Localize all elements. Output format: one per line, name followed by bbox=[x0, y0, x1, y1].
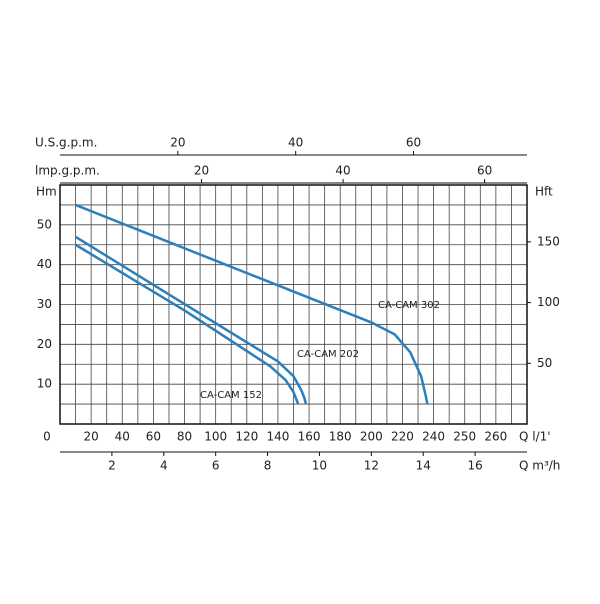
secondary-tick-label: 10 bbox=[312, 459, 327, 473]
y2-tick-label: 100 bbox=[537, 295, 560, 309]
x-tick-label: 250 bbox=[453, 430, 476, 444]
x-tick-label: 120 bbox=[235, 430, 258, 444]
x-tick-label: 180 bbox=[329, 430, 352, 444]
secondary-tick-label: 20 bbox=[194, 164, 209, 178]
secondary-tick-label: 4 bbox=[160, 459, 168, 473]
secondary-axis-label: Q m³/h bbox=[519, 459, 560, 473]
x-axis-label: Q l/1' bbox=[519, 430, 551, 444]
y-axis-label: Hm bbox=[36, 185, 57, 199]
y-tick-label: 10 bbox=[37, 377, 52, 391]
x-tick-label: 40 bbox=[115, 430, 130, 444]
secondary-tick-label: 6 bbox=[212, 459, 220, 473]
y-tick-label: 20 bbox=[37, 337, 52, 351]
x-tick-label: 100 bbox=[204, 430, 227, 444]
secondary-tick-label: 60 bbox=[477, 164, 492, 178]
y-tick-label: 30 bbox=[37, 297, 52, 311]
x-tick-label: 240 bbox=[422, 430, 445, 444]
secondary-tick-label: 40 bbox=[288, 136, 303, 150]
y2-tick-label: 50 bbox=[537, 356, 552, 370]
x-tick-label: 0 bbox=[43, 430, 51, 444]
curve bbox=[75, 203, 429, 405]
x-tick-label: 20 bbox=[83, 430, 98, 444]
secondary-tick-label: 8 bbox=[264, 459, 272, 473]
y2-tick-label: 150 bbox=[537, 234, 560, 248]
y-tick-label: 50 bbox=[37, 217, 52, 231]
x-tick-label: 60 bbox=[146, 430, 161, 444]
x-tick-label: 220 bbox=[391, 430, 414, 444]
secondary-tick-label: 14 bbox=[416, 459, 431, 473]
secondary-tick-label: 12 bbox=[364, 459, 379, 473]
secondary-tick-label: 40 bbox=[335, 164, 350, 178]
plot-frame bbox=[59, 184, 528, 425]
x-tick-label: 200 bbox=[360, 430, 383, 444]
curve bbox=[74, 243, 300, 405]
curve-label: CA-CAM 152 bbox=[200, 390, 262, 401]
x-tick-label: 80 bbox=[177, 430, 192, 444]
y-tick-label: 40 bbox=[37, 257, 52, 271]
curve-label: CA-CAM 202 bbox=[297, 349, 359, 360]
curve bbox=[74, 235, 308, 405]
secondary-tick-label: 60 bbox=[406, 136, 421, 150]
y2-axis-label: Hft bbox=[535, 185, 553, 199]
secondary-tick-label: 20 bbox=[170, 136, 185, 150]
secondary-axis-label: U.S.g.p.m. bbox=[35, 136, 97, 150]
x-tick-label: 260 bbox=[484, 430, 507, 444]
secondary-tick-label: 16 bbox=[467, 459, 482, 473]
curve-label: CA-CAM 302 bbox=[378, 300, 440, 311]
secondary-tick-label: 2 bbox=[108, 459, 116, 473]
x-tick-label: 140 bbox=[266, 430, 289, 444]
x-tick-label: 160 bbox=[298, 430, 321, 444]
secondary-axis-label: lmp.g.p.m. bbox=[35, 164, 100, 178]
